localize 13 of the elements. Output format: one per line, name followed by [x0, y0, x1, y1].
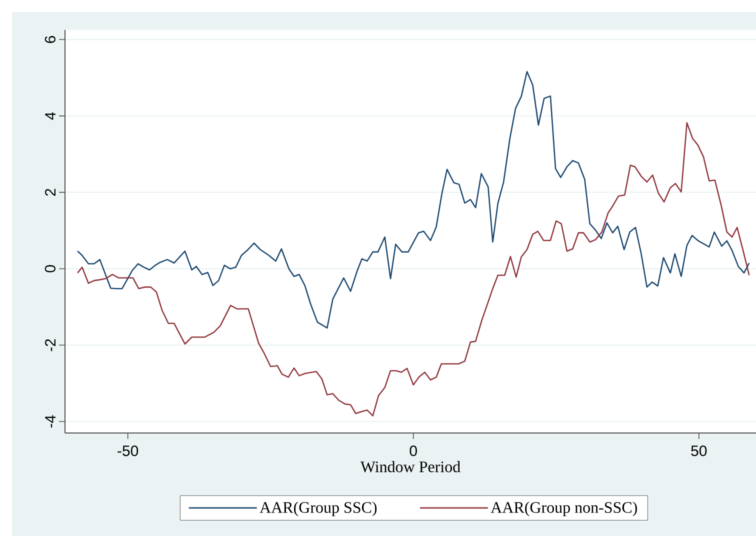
- y-tick-label: -2: [45, 339, 56, 352]
- x-tick-label: 50: [691, 446, 707, 456]
- y-tick-label: 6: [44, 36, 56, 43]
- legend-label: AAR(Group SSC): [260, 502, 377, 516]
- y-tick-label: 4: [45, 112, 56, 120]
- y-tick-label: -4: [45, 415, 56, 428]
- line-series: [76, 70, 750, 329]
- x-tick-label: 0: [410, 446, 417, 456]
- x-tick-label: -50: [118, 446, 138, 456]
- y-tick-label: 0: [44, 265, 56, 272]
- y-tick-label: 2: [45, 188, 56, 196]
- x-axis-title: Window Period: [360, 460, 460, 472]
- legend-label: AAR(Group non-SSC): [490, 502, 637, 516]
